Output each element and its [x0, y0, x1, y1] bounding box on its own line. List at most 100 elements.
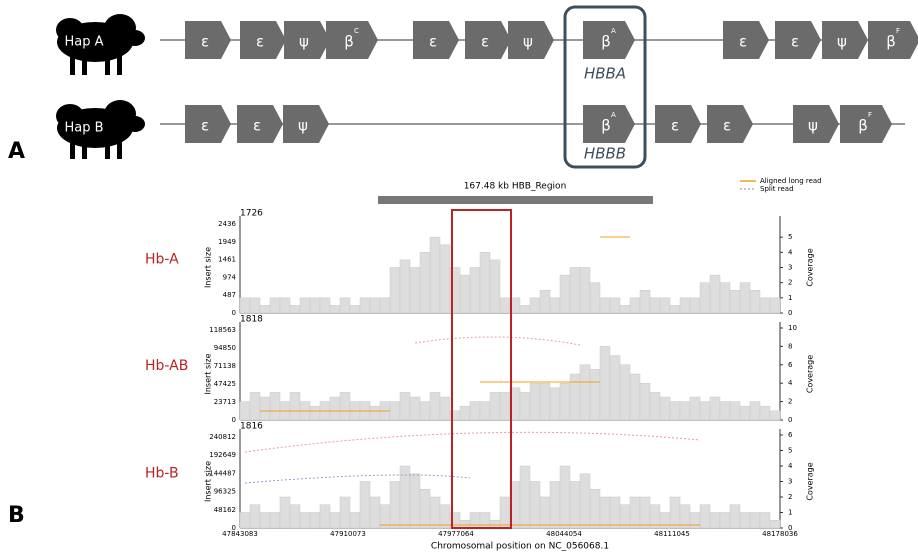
- track-label: Hb-AB: [145, 358, 188, 374]
- coverage-bar: [250, 392, 260, 420]
- coverage-bar: [240, 402, 250, 420]
- coverage-bar: [380, 298, 390, 313]
- coverage-bar: [480, 402, 490, 420]
- y-tick-label: 0: [232, 309, 236, 317]
- x-tick-label: 47910073: [330, 530, 366, 538]
- coverage-bar: [560, 466, 570, 528]
- coverage-bar: [690, 513, 700, 529]
- coverage-bar: [310, 513, 320, 529]
- coverage-bar: [490, 392, 500, 420]
- panel-label: A: [8, 139, 25, 164]
- y-tick-label: 0: [232, 416, 236, 424]
- gene-symbol: ψ: [299, 33, 309, 51]
- y2-axis-label: Coverage: [806, 248, 815, 286]
- coverage-bar: [600, 298, 610, 313]
- coverage-bar: [470, 268, 480, 314]
- coverage-bar: [630, 374, 640, 420]
- coverage-bar: [760, 298, 770, 313]
- coverage-bar: [330, 513, 340, 529]
- coverage-bar: [600, 497, 610, 528]
- coverage-bar: [410, 268, 420, 314]
- coverage-bar: [240, 298, 250, 313]
- coverage-bar: [550, 298, 560, 313]
- y2-tick-label: 1: [788, 294, 792, 302]
- y-axis-label: Insert size: [204, 461, 213, 502]
- y2-tick-label: 2: [788, 398, 792, 406]
- coverage-bar: [770, 520, 780, 528]
- y2-axis-label: Coverage: [806, 462, 815, 500]
- coverage-bar: [270, 392, 280, 420]
- coverage-bar: [420, 402, 430, 420]
- coverage-bar: [340, 497, 350, 528]
- coverage-bar: [460, 275, 470, 313]
- coverage-bar: [700, 505, 710, 528]
- y2-tick-label: 0: [788, 309, 792, 317]
- coverage-bar: [270, 513, 280, 529]
- y-tick-label: 240812: [209, 433, 236, 441]
- coverage-bar: [250, 505, 260, 528]
- y2-tick-label: 4: [788, 248, 793, 256]
- coverage-bar: [340, 298, 350, 313]
- y-tick-label: 2436: [218, 220, 236, 228]
- y2-tick-label: 3: [788, 478, 792, 486]
- y-axis-label: Insert size: [204, 247, 213, 288]
- coverage-bar: [470, 513, 480, 529]
- coverage-bar: [640, 497, 650, 528]
- gene-superscript: A: [611, 27, 616, 35]
- coverage-bar: [670, 305, 680, 313]
- gene-superscript: C: [354, 27, 359, 35]
- coverage-bar: [300, 298, 310, 313]
- legend-label: Aligned long read: [760, 177, 822, 185]
- x-axis-label: Chromosomal position on NC_056068.1: [431, 542, 609, 552]
- coverage-bar: [340, 392, 350, 420]
- coverage-bar: [390, 482, 400, 529]
- coverage-bar: [590, 283, 600, 313]
- coverage-bar: [390, 402, 400, 420]
- gene-symbol: ε: [739, 33, 747, 51]
- y-tick-label: 1949: [218, 238, 236, 246]
- coverage-bar: [290, 505, 300, 528]
- region-bar: [378, 196, 653, 204]
- coverage-bar: [710, 513, 720, 529]
- coverage-bar: [660, 298, 670, 313]
- coverage-bar: [440, 245, 450, 313]
- gene-superscript: F: [896, 27, 900, 35]
- gene-symbol: ψ: [523, 33, 533, 51]
- coverage-bar: [740, 513, 750, 529]
- coverage-bar: [700, 402, 710, 420]
- coverage-bar: [540, 290, 550, 313]
- coverage-bar: [540, 497, 550, 528]
- coverage-bar: [630, 298, 640, 313]
- y-tick-label: 192649: [209, 451, 236, 459]
- gene-symbol: β: [601, 117, 611, 135]
- y2-tick-label: 5: [788, 447, 792, 455]
- coverage-bar: [440, 397, 450, 420]
- x-tick-label: 48178036: [762, 530, 798, 538]
- track-label: Hb-B: [145, 466, 179, 482]
- coverage-bar: [590, 489, 600, 528]
- track-max: 1818: [240, 315, 263, 325]
- coverage-bar: [460, 520, 470, 528]
- coverage-bar: [520, 392, 530, 420]
- coverage-bar: [430, 237, 440, 313]
- coverage-bar: [590, 369, 600, 420]
- coverage-bar: [680, 298, 690, 313]
- haplotype-label: Hap A: [64, 35, 103, 50]
- coverage-bar: [280, 497, 290, 528]
- coverage-bar: [260, 305, 270, 313]
- coverage-bar: [330, 397, 340, 420]
- coverage-bar: [520, 466, 530, 528]
- coverage-bar: [320, 298, 330, 313]
- y2-tick-label: 3: [788, 264, 792, 272]
- y-tick-label: 1461: [218, 256, 236, 264]
- coverage-bar: [530, 298, 540, 313]
- coverage-bar: [630, 497, 640, 528]
- coverage-bar: [290, 392, 300, 420]
- gene-symbol: ε: [481, 33, 489, 51]
- panel-label: B: [8, 503, 25, 528]
- coverage-bar: [750, 290, 760, 313]
- coverage-bar: [400, 260, 410, 313]
- coverage-bar: [370, 406, 380, 420]
- coverage-bar: [770, 298, 780, 313]
- coverage-bar: [500, 392, 510, 420]
